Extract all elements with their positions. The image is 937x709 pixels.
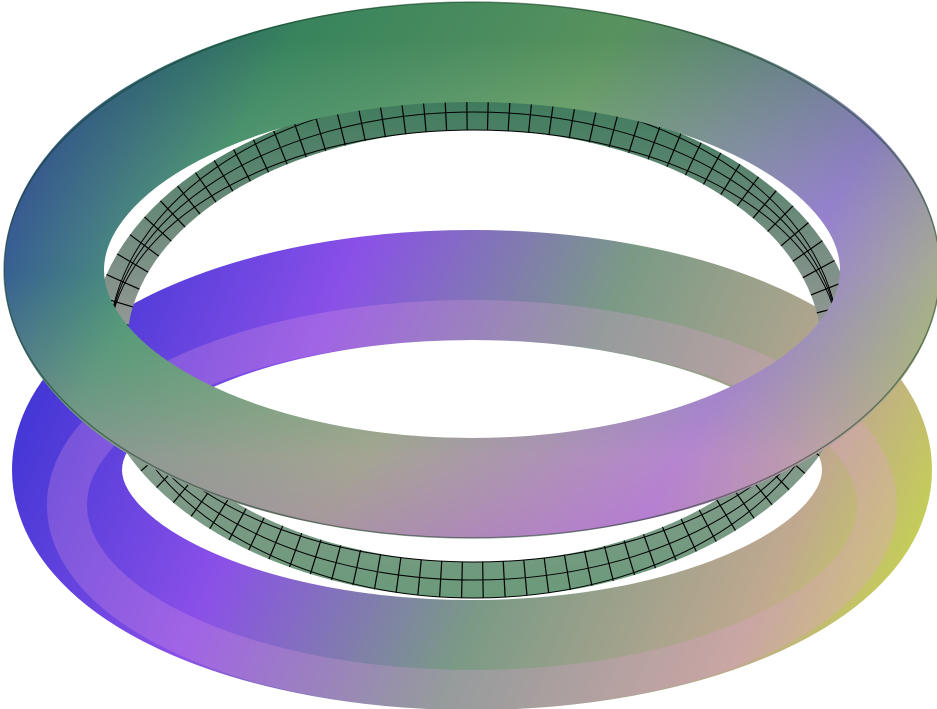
top-ring-edge <box>3 1 937 539</box>
bottom-ring <box>12 230 932 709</box>
bottom-ring-shade <box>47 300 897 709</box>
top-ring-shade <box>4 2 937 538</box>
